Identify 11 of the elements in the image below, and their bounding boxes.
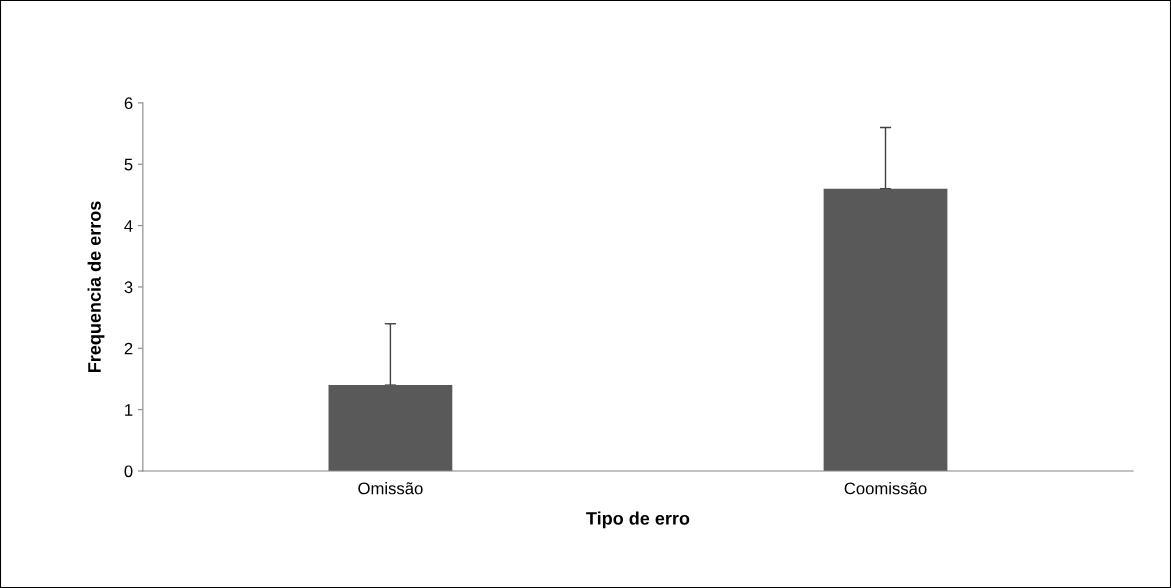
y-tick-label: 2 — [124, 342, 133, 355]
y-tick-label: 1 — [125, 404, 133, 416]
x-tick-label: Coomissão — [844, 482, 927, 495]
y-axis-title: Frequencia de erros — [87, 201, 105, 373]
x-tick-label: Omissão — [358, 482, 423, 495]
y-tick-label: 4 — [124, 220, 133, 232]
y-tick-label: 5 — [124, 158, 133, 171]
y-tick-label: 0 — [124, 465, 133, 478]
x-axis-title: Tipo de erro — [586, 511, 690, 529]
y-tick-label: 3 — [124, 281, 133, 294]
y-tick-label: 6 — [124, 97, 133, 110]
